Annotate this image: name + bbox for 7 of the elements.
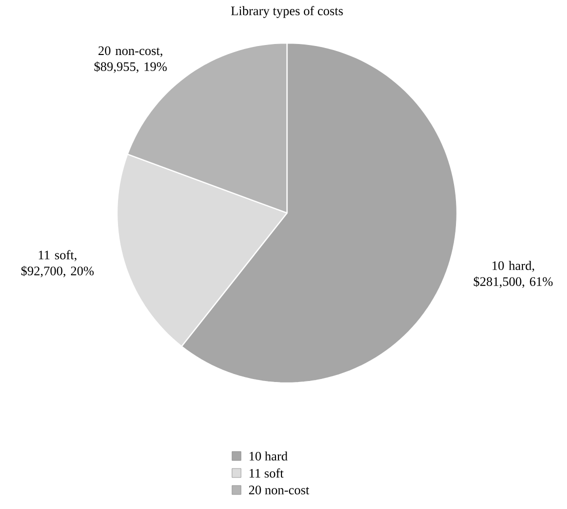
legend-label: 20 non-cost bbox=[249, 486, 310, 494]
chart-title: Library types of costs bbox=[231, 6, 343, 18]
data-label: 11 soft, $92,700, 20% bbox=[21, 250, 94, 278]
data-label: 10 hard, $281,500, 61% bbox=[474, 260, 553, 288]
legend-label: 11 soft bbox=[250, 468, 284, 478]
legend-label: 10 hard bbox=[250, 451, 288, 461]
data-label: 20 non-cost, $89,955, 19% bbox=[94, 46, 167, 73]
